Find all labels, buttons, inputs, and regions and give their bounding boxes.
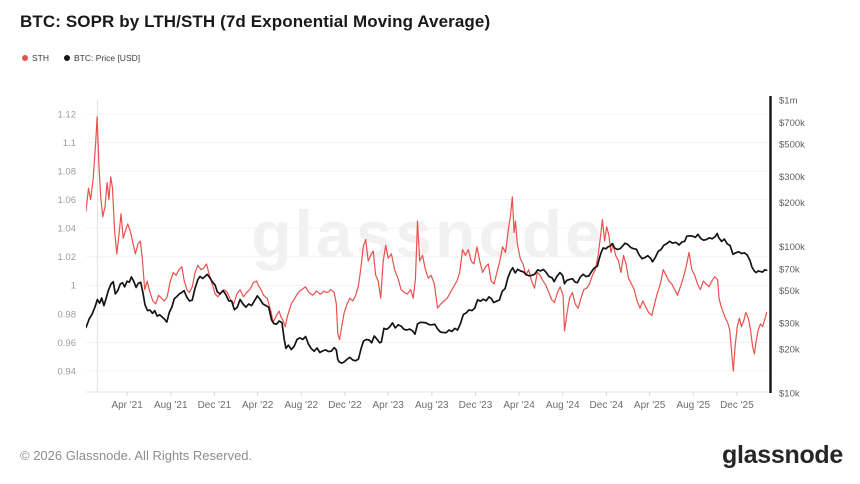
legend: STH BTC: Price [USD] xyxy=(22,53,140,63)
x-tick-label: Dec '25 xyxy=(720,400,754,411)
legend-item-btc-price-usd[interactable]: BTC: Price [USD] xyxy=(64,53,140,63)
x-tick-label: Dec '23 xyxy=(459,400,493,411)
btc-price-line xyxy=(86,232,768,364)
glassnode-wordmark: glassnode xyxy=(722,441,843,469)
x-tick-label: Apr '24 xyxy=(503,400,535,411)
y-right-tick-label: $700k xyxy=(779,118,805,129)
legend-dot-icon xyxy=(22,55,28,61)
x-tick-label: Aug '22 xyxy=(284,400,318,411)
footer-copyright: © 2026 Glassnode. All Rights Reserved. xyxy=(20,448,253,463)
y-left-tick-label: 1.02 xyxy=(58,252,77,263)
y-right-tick-label: $200k xyxy=(779,198,805,209)
page-title: BTC: SOPR by LTH/STH (7d Exponential Mov… xyxy=(20,12,491,31)
x-tick-label: Aug '21 xyxy=(154,400,188,411)
y-left-tick-label: 0.94 xyxy=(58,366,77,377)
x-tick-label: Aug '25 xyxy=(676,400,710,411)
y-right-tick-label: $300k xyxy=(779,172,805,183)
y-right-tick-label: $10k xyxy=(779,388,800,399)
x-tick-label: Dec '22 xyxy=(328,400,362,411)
y-left-tick-label: 0.96 xyxy=(58,338,77,349)
y-left-tick-label: 1.12 xyxy=(58,109,77,120)
x-tick-label: Aug '24 xyxy=(546,400,580,411)
legend-label: STH xyxy=(32,53,49,63)
legend-label: BTC: Price [USD] xyxy=(74,53,141,63)
legend-item-sth[interactable]: STH xyxy=(22,53,49,63)
y-right-tick-label: $100k xyxy=(779,242,805,253)
y-left-tick-label: 0.98 xyxy=(58,309,77,320)
y-right-tick-label: $70k xyxy=(779,265,800,276)
y-right-tick-label: $20k xyxy=(779,344,800,355)
y-left-tick-label: 1.06 xyxy=(58,195,77,206)
legend-dot-icon xyxy=(64,55,70,61)
y-left-tick-label: 1.04 xyxy=(58,224,77,235)
y-left-tick-label: 1.08 xyxy=(58,167,77,178)
glassnode-watermark: glassnode xyxy=(251,197,605,271)
x-tick-label: Aug '23 xyxy=(415,400,449,411)
y-right-tick-label: $30k xyxy=(779,319,800,330)
y-left-tick-label: 1 xyxy=(71,281,76,292)
y-right-tick-label: $50k xyxy=(779,286,800,297)
sth-line xyxy=(86,116,768,372)
y-right-tick-label: $500k xyxy=(779,140,805,151)
y-right-tick-label: $1m xyxy=(779,95,798,106)
x-tick-label: Apr '22 xyxy=(242,400,274,411)
x-tick-label: Apr '25 xyxy=(634,400,666,411)
x-tick-label: Dec '21 xyxy=(198,400,232,411)
x-tick-label: Apr '23 xyxy=(373,400,405,411)
y-left-tick-label: 1.1 xyxy=(63,138,76,149)
x-tick-label: Apr '21 xyxy=(111,400,143,411)
x-tick-label: Dec '24 xyxy=(590,400,624,411)
